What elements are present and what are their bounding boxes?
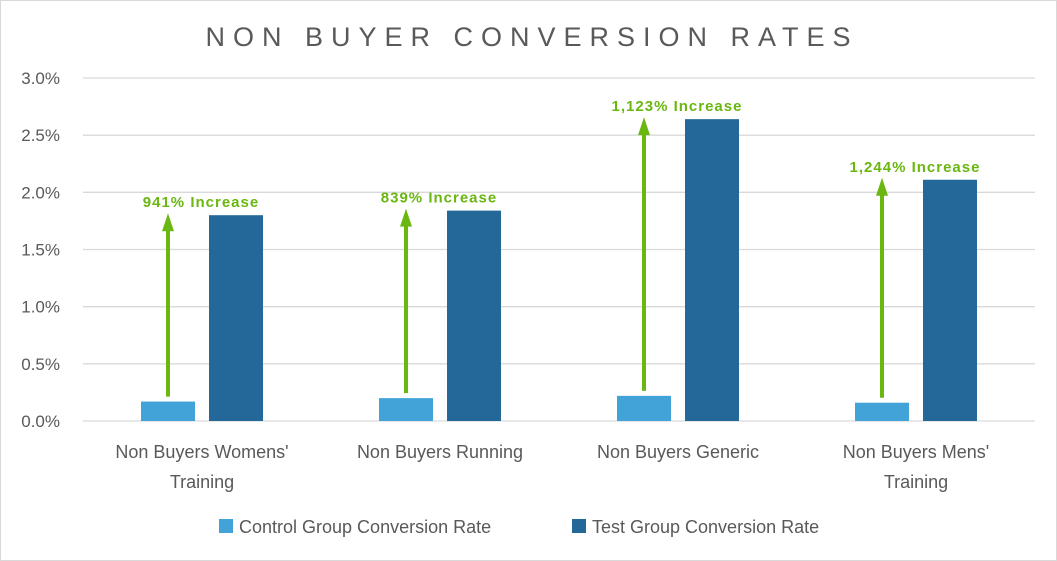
increase-arrow-head <box>162 213 174 232</box>
control-bar <box>379 398 433 421</box>
y-tick-label: 0.0% <box>21 412 60 431</box>
legend-swatch <box>219 519 233 533</box>
y-tick-label: 1.0% <box>21 298 60 317</box>
increase-label: 1,244% Increase <box>850 159 981 176</box>
increase-label: 1,123% Increase <box>612 98 743 115</box>
y-tick-label: 1.5% <box>21 241 60 260</box>
increase-arrow-head <box>638 117 650 136</box>
y-tick-label: 2.0% <box>21 183 60 202</box>
legend-label: Control Group Conversion Rate <box>239 517 491 537</box>
y-tick-label: 3.0% <box>21 69 60 88</box>
legend-swatch <box>572 519 586 533</box>
chart-title: NON BUYER CONVERSION RATES <box>205 22 858 52</box>
increase-arrow-head <box>876 177 888 196</box>
x-category-label: Training <box>170 472 234 492</box>
test-bar <box>923 179 977 421</box>
x-category-label: Non Buyers Womens' <box>115 442 288 462</box>
test-bar <box>447 210 501 421</box>
x-category-label: Training <box>884 472 948 492</box>
x-category-label: Non Buyers Generic <box>597 442 759 462</box>
legend-label: Test Group Conversion Rate <box>592 517 819 537</box>
increase-label: 839% Increase <box>381 190 497 207</box>
y-tick-label: 0.5% <box>21 355 60 374</box>
control-bar <box>855 402 909 421</box>
control-bar <box>141 401 195 421</box>
control-bar <box>617 395 671 421</box>
x-category-label: Non Buyers Running <box>357 442 523 462</box>
increase-arrow-head <box>400 208 412 227</box>
test-bar <box>685 119 739 421</box>
x-category-label: Non Buyers Mens' <box>843 442 990 462</box>
y-tick-label: 2.5% <box>21 126 60 145</box>
test-bar <box>209 215 263 421</box>
increase-label: 941% Increase <box>143 194 259 211</box>
